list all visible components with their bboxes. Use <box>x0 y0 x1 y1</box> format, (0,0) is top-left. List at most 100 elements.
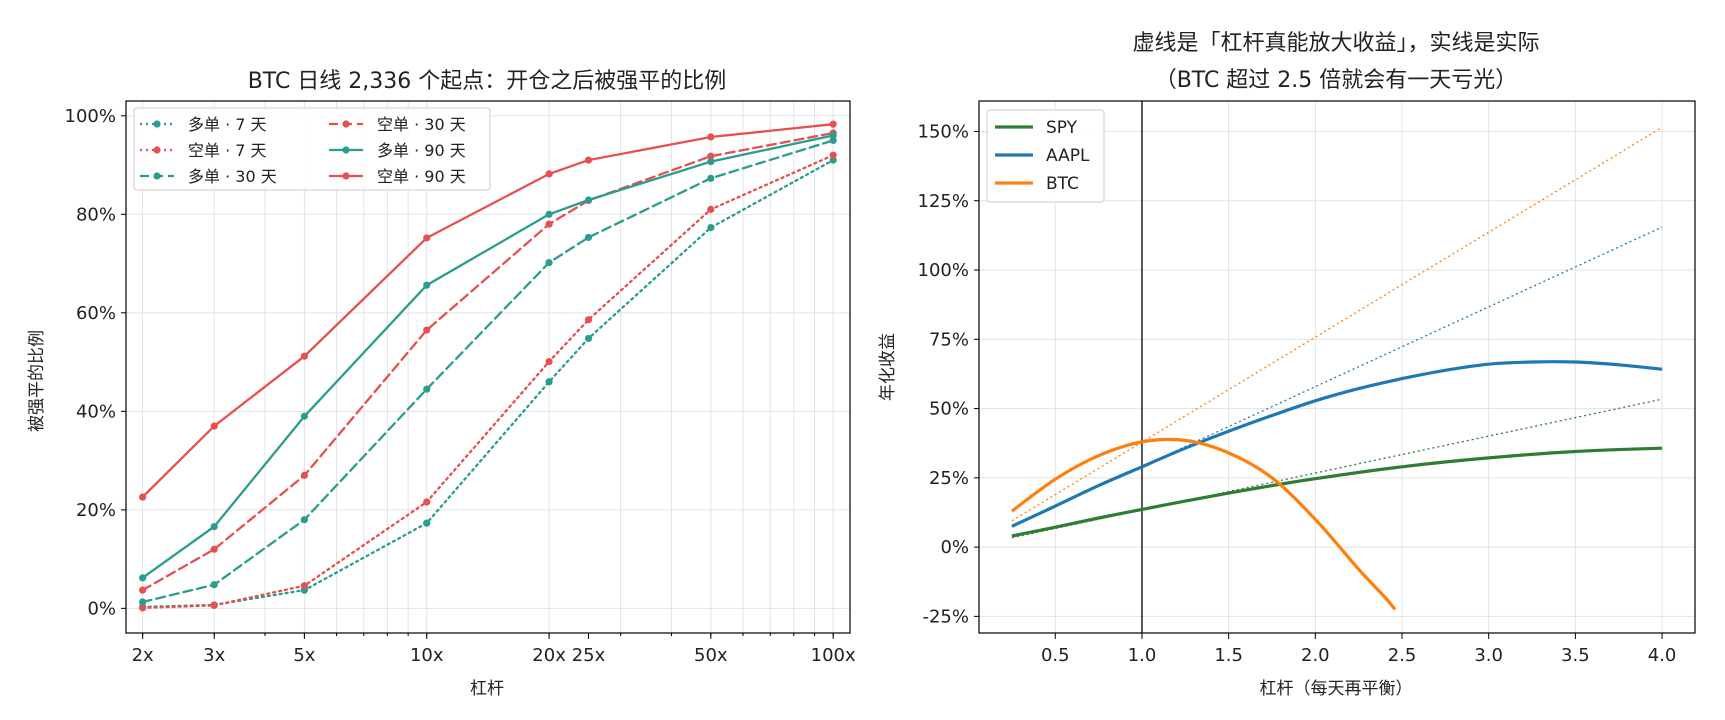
left-data-point <box>139 598 147 606</box>
left-legend-marker <box>342 146 350 154</box>
left-data-point <box>139 574 147 582</box>
right-y-tick-label: 125% <box>918 191 969 212</box>
left-data-point <box>423 519 431 527</box>
right-x-tick-label: 2.5 <box>1388 645 1417 666</box>
left-x-axis-label: 杠杆 <box>470 679 504 699</box>
left-data-point <box>545 378 553 386</box>
left-x-tick-label: 25x <box>572 645 606 666</box>
left-data-point <box>545 357 553 366</box>
right-axis-ticks: 0.5 1.0 1.5 2.0 2.5 3.0 3.5 4.0 -25% 0% 25% 50% 75% 1… <box>918 121 1677 666</box>
left-series-lines <box>139 120 837 612</box>
left-legend-label: 多单 · 7 天 <box>188 115 267 134</box>
left-data-point <box>300 516 308 524</box>
right-legend: SPY AAPL BTC <box>986 109 1105 203</box>
left-legend-label: 多单 · 30 天 <box>188 167 277 186</box>
left-legend-label: 空单 · 30 天 <box>377 115 466 134</box>
left-data-point <box>707 157 715 166</box>
right-legend-label: SPY <box>1046 118 1078 138</box>
right-chart-title: 虚线是「杠杆真能放大收益」，实线是实际 <box>1132 31 1539 56</box>
right-x-tick-label: 4.0 <box>1648 645 1677 666</box>
right-chart-subtitle: （BTC 超过 2.5 倍就会有一天亏光） <box>1155 68 1518 93</box>
right-series-line <box>1010 437 1397 611</box>
left-legend-label: 多单 · 90 天 <box>377 141 466 160</box>
left-y-tick-label: 40% <box>76 401 116 422</box>
left-legend-marker <box>342 172 350 180</box>
left-series-line <box>141 158 835 609</box>
left-data-point <box>707 174 715 182</box>
left-data-point <box>210 422 218 430</box>
left-data-point <box>423 326 431 334</box>
left-data-point <box>139 493 147 501</box>
left-series-line <box>141 139 835 604</box>
right-y-axis-label: 年化收益 <box>878 333 898 401</box>
left-data-point <box>300 471 308 479</box>
right-x-tick-label: 3.0 <box>1474 645 1503 666</box>
left-x-tick-label: 50x <box>694 645 728 666</box>
left-data-point <box>423 234 431 242</box>
left-data-point <box>300 582 308 590</box>
left-x-tick-label: 3x <box>203 645 225 666</box>
right-x-tick-label: 1.0 <box>1128 645 1157 666</box>
right-gridlines <box>979 101 1695 633</box>
left-legend: 多单 · 7 天空单 · 7 天多单 · 30 天 空单 · 30 天多单 · 9… <box>133 107 491 191</box>
left-legend-marker <box>153 146 161 154</box>
right-x-tick-label: 0.5 <box>1041 645 1070 666</box>
left-data-point <box>423 498 431 506</box>
left-series-line <box>141 123 835 499</box>
right-y-tick-label: 150% <box>918 121 969 142</box>
left-data-point <box>545 170 553 178</box>
right-chart: 虚线是「杠杆真能放大收益」，实线是实际 （BTC 超过 2.5 倍就会有一天亏光… <box>878 31 1696 699</box>
left-data-point <box>584 196 593 204</box>
left-chart: BTC 日线 2,336 个起点：开仓之后被强平的比例 被强平的比例 杠杆 0%… <box>27 69 856 699</box>
right-y-tick-label: 25% <box>929 468 969 489</box>
left-x-tick-label: 5x <box>293 645 315 666</box>
right-x-tick-label: 3.5 <box>1561 645 1590 666</box>
left-data-point <box>210 601 218 610</box>
left-data-point <box>829 136 837 145</box>
left-data-point <box>423 281 431 289</box>
right-y-tick-label: 50% <box>929 399 969 420</box>
right-legend-label: AAPL <box>1046 146 1090 166</box>
left-data-point <box>210 545 218 553</box>
left-y-tick-label: 20% <box>76 500 116 521</box>
left-legend-label: 空单 · 7 天 <box>188 141 267 160</box>
left-x-tick-label: 10x <box>410 645 444 666</box>
right-series-lines <box>1010 101 1663 633</box>
left-data-point <box>139 604 147 612</box>
right-legend-box <box>986 109 1105 203</box>
right-ideal-line <box>1011 226 1663 527</box>
right-x-tick-label: 1.5 <box>1214 645 1243 666</box>
left-data-point <box>829 120 837 128</box>
left-y-tick-label: 0% <box>87 598 116 619</box>
right-plot-frame <box>978 100 1696 634</box>
right-x-tick-label: 2.0 <box>1301 645 1330 666</box>
left-data-point <box>584 233 593 242</box>
left-axis-ticks: 0% 20% 40% 60% 80% 100% 2x 3x 5x 10x 20x 25x 50x 100x <box>65 106 856 666</box>
left-data-point <box>829 151 837 159</box>
left-data-point <box>210 581 218 589</box>
left-data-point <box>584 316 593 324</box>
left-y-tick-label: 100% <box>65 106 116 127</box>
left-data-point <box>545 258 553 267</box>
left-data-point <box>829 156 837 164</box>
left-legend-marker <box>153 172 161 180</box>
left-series-line <box>141 134 835 579</box>
left-data-point <box>423 385 431 393</box>
left-x-tick-label: 20x <box>532 645 566 666</box>
left-x-tick-label: 100x <box>811 645 856 666</box>
left-plot-frame <box>125 100 851 634</box>
left-series-line <box>141 131 835 592</box>
left-legend-label: 空单 · 90 天 <box>377 167 466 186</box>
left-legend-marker <box>342 120 350 128</box>
left-data-point <box>545 210 553 218</box>
right-y-tick-label: -25% <box>922 606 969 627</box>
left-data-point <box>210 523 218 531</box>
left-legend-box <box>133 107 491 191</box>
right-y-tick-label: 75% <box>929 329 969 350</box>
left-y-tick-label: 80% <box>76 204 116 225</box>
right-series-line <box>1011 446 1663 538</box>
right-x-axis-label: 杠杆（每天再平衡） <box>1260 679 1413 699</box>
left-data-point <box>300 352 308 360</box>
right-y-tick-label: 0% <box>940 537 969 558</box>
left-data-point <box>707 133 715 141</box>
